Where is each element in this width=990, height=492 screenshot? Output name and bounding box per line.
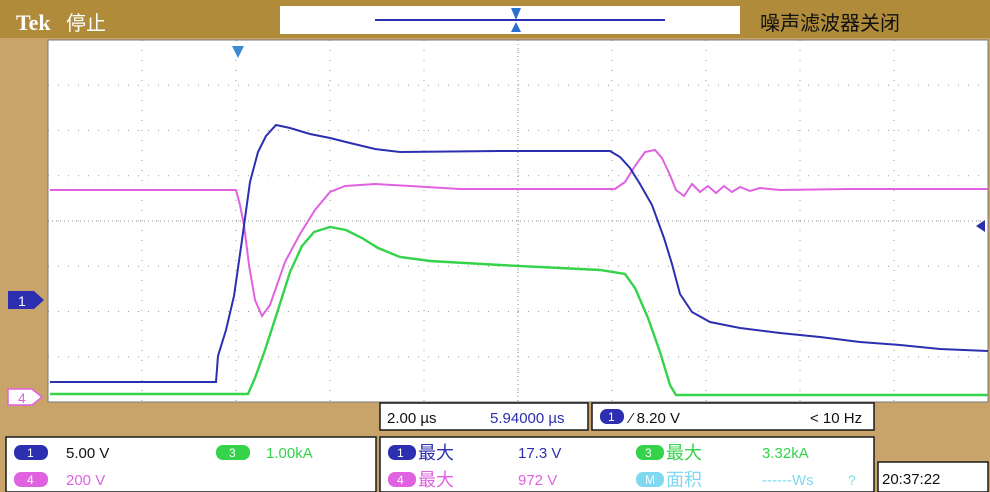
ch3-scale-badge-label: 3 bbox=[229, 446, 236, 460]
meas2-name: 最大 bbox=[418, 470, 454, 491]
meas1-source: 1 bbox=[397, 446, 404, 460]
ch4-ground-marker[interactable]: 4 bbox=[7, 388, 44, 406]
meas2-source-badge bbox=[388, 472, 416, 487]
ch4-waveform bbox=[50, 148, 988, 318]
ch1-scale: 5.00 V bbox=[66, 445, 109, 462]
ch1-waveform bbox=[50, 123, 989, 383]
waveforms bbox=[50, 123, 989, 397]
trigger-frequency: < 10 Hz bbox=[810, 410, 862, 427]
meas3-name: 最大 bbox=[666, 443, 702, 464]
timebase-readout[interactable]: 2.00 µs 5.94000 µs bbox=[379, 402, 589, 431]
trigger-source: 1 bbox=[608, 410, 615, 424]
noise-filter-status: 噪声滤波器关闭 bbox=[760, 11, 900, 35]
horizontal-position: 5.94000 µs bbox=[490, 410, 565, 427]
meas1-source-badge bbox=[388, 445, 416, 460]
ch4-scale-badge-label: 4 bbox=[27, 473, 34, 487]
brand-logo: Tek bbox=[16, 10, 51, 35]
meas2-source: 4 bbox=[397, 473, 404, 487]
trigger-level-arrow-icon bbox=[976, 220, 985, 232]
meas3-source: 3 bbox=[645, 446, 652, 460]
acquisition-state: 停止 bbox=[66, 11, 106, 35]
ch3-scale-badge[interactable] bbox=[216, 445, 250, 460]
ch1-marker-shape bbox=[8, 291, 44, 309]
meas4-value: ------Ws bbox=[762, 472, 814, 489]
trigger-source-badge bbox=[600, 409, 624, 424]
ch4-scale: 200 V bbox=[66, 472, 105, 489]
ch1-scale-badge[interactable] bbox=[14, 445, 48, 460]
meas3-source-badge bbox=[636, 445, 664, 460]
meas4-invalid-flag: ? bbox=[848, 472, 856, 488]
ch4-marker-label: 4 bbox=[18, 390, 26, 406]
clock-display: 20:37:22 bbox=[877, 461, 989, 492]
trigger-position-marker-icon bbox=[511, 8, 521, 20]
trigger-time-marker-icon bbox=[232, 46, 244, 58]
meas3-value: 3.32kA bbox=[762, 445, 809, 462]
meas2-value: 972 V bbox=[518, 472, 557, 489]
ch1-ground-marker[interactable]: 1 bbox=[8, 291, 44, 309]
meas4-source: M bbox=[645, 473, 655, 487]
meas1-name: 最大 bbox=[418, 443, 454, 464]
clock-time: 20:37:22 bbox=[882, 471, 940, 488]
ch3-waveform bbox=[50, 225, 988, 397]
timebase-box bbox=[379, 402, 589, 431]
trigger-slope-level: ⁄ 8.20 V bbox=[626, 410, 680, 427]
graticule-grid bbox=[47, 39, 989, 403]
time-per-division: 2.00 µs bbox=[387, 410, 437, 427]
channel-scale-panel: 1 5.00 V 3 1.00kA 4 200 V bbox=[5, 436, 377, 492]
ch4-marker-shape bbox=[7, 388, 44, 406]
ch1-marker-label: 1 bbox=[18, 293, 26, 309]
expansion-point-icon bbox=[511, 22, 521, 32]
channel-scale-box bbox=[5, 436, 377, 492]
meas4-source-badge bbox=[636, 472, 664, 487]
ch4-scale-badge[interactable] bbox=[14, 472, 48, 487]
trigger-box bbox=[591, 402, 875, 431]
measurement-box bbox=[379, 436, 875, 492]
measurement-panel: 1 最大 17.3 V 4 最大 972 V 3 最大 3.32kA M 面积 … bbox=[379, 436, 875, 492]
meas4-name: 面积 bbox=[666, 470, 702, 491]
clock-box bbox=[877, 461, 989, 492]
ch3-scale: 1.00kA bbox=[266, 445, 313, 462]
ch1-scale-badge-label: 1 bbox=[27, 446, 34, 460]
meas1-value: 17.3 V bbox=[518, 445, 561, 462]
graticule-border bbox=[47, 39, 989, 403]
trigger-readout[interactable]: 1 ⁄ 8.20 V < 10 Hz bbox=[591, 402, 875, 431]
